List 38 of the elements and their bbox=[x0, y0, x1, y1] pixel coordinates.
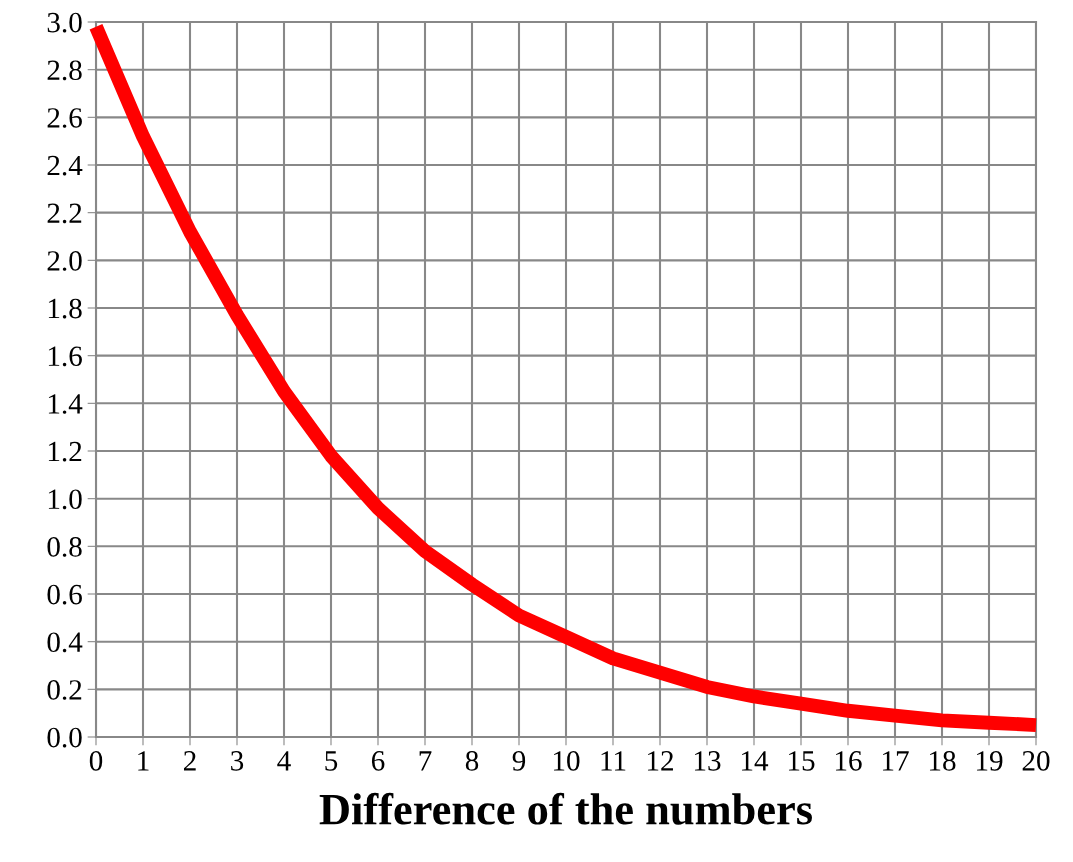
y-tick-label: 3.0 bbox=[47, 12, 82, 33]
y-tick-label: 2.6 bbox=[47, 108, 82, 128]
x-tick-label: 0 bbox=[89, 751, 103, 771]
y-tick-label: 0.0 bbox=[47, 727, 82, 748]
y-tick-label: 0.6 bbox=[47, 584, 82, 605]
x-tick-label: 6 bbox=[371, 751, 385, 771]
x-tick-label: 9 bbox=[512, 751, 526, 771]
x-tick-label: 19 bbox=[976, 751, 1003, 771]
y-tick-label: 1.8 bbox=[48, 298, 82, 319]
x-tick-label: 2 bbox=[183, 751, 196, 771]
y-tick-label: 2.4 bbox=[47, 155, 83, 176]
y-tick-label: 0.4 bbox=[47, 632, 83, 653]
x-tick-label: 11 bbox=[601, 751, 626, 771]
y-tick-label: 1.6 bbox=[48, 346, 82, 367]
x-tick-label: 14 bbox=[741, 751, 769, 771]
x-tick-label: 7 bbox=[419, 751, 432, 771]
x-tick-label: 3 bbox=[231, 751, 244, 771]
x-tick-label: 12 bbox=[647, 751, 673, 771]
x-tick-label: 8 bbox=[465, 751, 479, 771]
y-tick-label: 1.4 bbox=[48, 394, 83, 414]
x-tick-label: 10 bbox=[553, 751, 580, 771]
x-tick-label: 17 bbox=[882, 751, 909, 771]
x-tick-label: 20 bbox=[1022, 751, 1050, 771]
x-axis-title: Difference of the numbers bbox=[319, 792, 812, 825]
x-tick-label: 13 bbox=[694, 751, 721, 771]
x-tick-label: 16 bbox=[835, 751, 862, 771]
y-tick-label: 0.8 bbox=[47, 537, 82, 557]
x-tick-label: 1 bbox=[138, 751, 149, 771]
x-tick-label: 5 bbox=[325, 751, 338, 771]
x-tick-label: 15 bbox=[788, 751, 815, 771]
y-tick-label: 2.0 bbox=[47, 251, 82, 271]
y-tick-label: 1.0 bbox=[48, 489, 82, 510]
y-tick-label: 2.2 bbox=[47, 203, 82, 224]
y-tick-label: 2.8 bbox=[47, 60, 82, 81]
x-tick-label: 18 bbox=[929, 751, 956, 771]
y-tick-label: 1.2 bbox=[48, 441, 82, 462]
x-tick-label: 4 bbox=[277, 751, 291, 771]
y-tick-label: 0.2 bbox=[47, 680, 82, 700]
